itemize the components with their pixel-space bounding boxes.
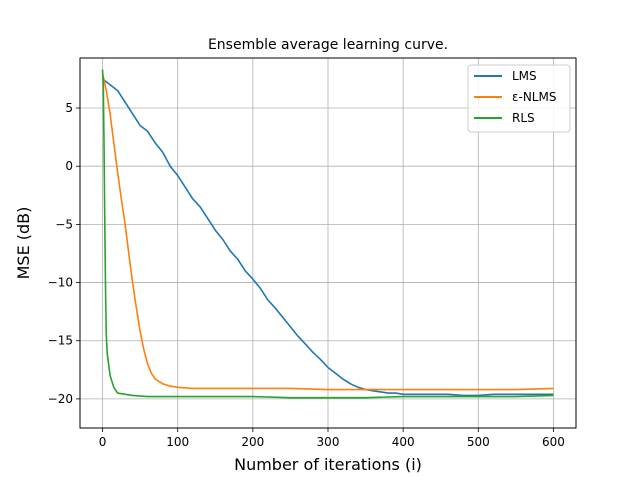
legend-label-lms: LMS (512, 69, 537, 83)
y-tick-label: 0 (65, 159, 73, 173)
legend: LMS ε-NLMS RLS (467, 64, 571, 133)
x-tick-label: 400 (392, 435, 415, 449)
grid (80, 58, 576, 428)
x-tick-label: 300 (317, 435, 340, 449)
series-lines (101, 69, 554, 399)
legend-label-nlms: ε-NLMS (512, 90, 556, 104)
x-tick-label: 500 (467, 435, 490, 449)
y-tick-label: −20 (48, 392, 73, 406)
series-line-lms (102, 78, 554, 397)
x-tick-label: 600 (542, 435, 565, 449)
y-tick-label: −15 (48, 334, 73, 348)
chart-title: Ensemble average learning curve. (208, 37, 448, 53)
legend-label-rls: RLS (512, 111, 535, 125)
x-tick-label: 200 (241, 435, 264, 449)
y-tick-label: −10 (48, 276, 73, 290)
x-tick-label: 100 (166, 435, 189, 449)
axis-ticks: 0 100 200 300 400 500 600 −20 −15 −10 −5 0 5 (48, 101, 565, 449)
y-tick-label: −5 (55, 217, 73, 231)
x-axis-label: Number of iterations (i) (234, 455, 422, 474)
y-tick-label: 5 (65, 101, 73, 115)
series-line-rls (101, 69, 554, 399)
y-axis-label: MSE (dB) (14, 207, 33, 280)
x-tick-label: 0 (99, 435, 107, 449)
series-line-nlms (101, 72, 554, 391)
legend-box (467, 64, 571, 133)
